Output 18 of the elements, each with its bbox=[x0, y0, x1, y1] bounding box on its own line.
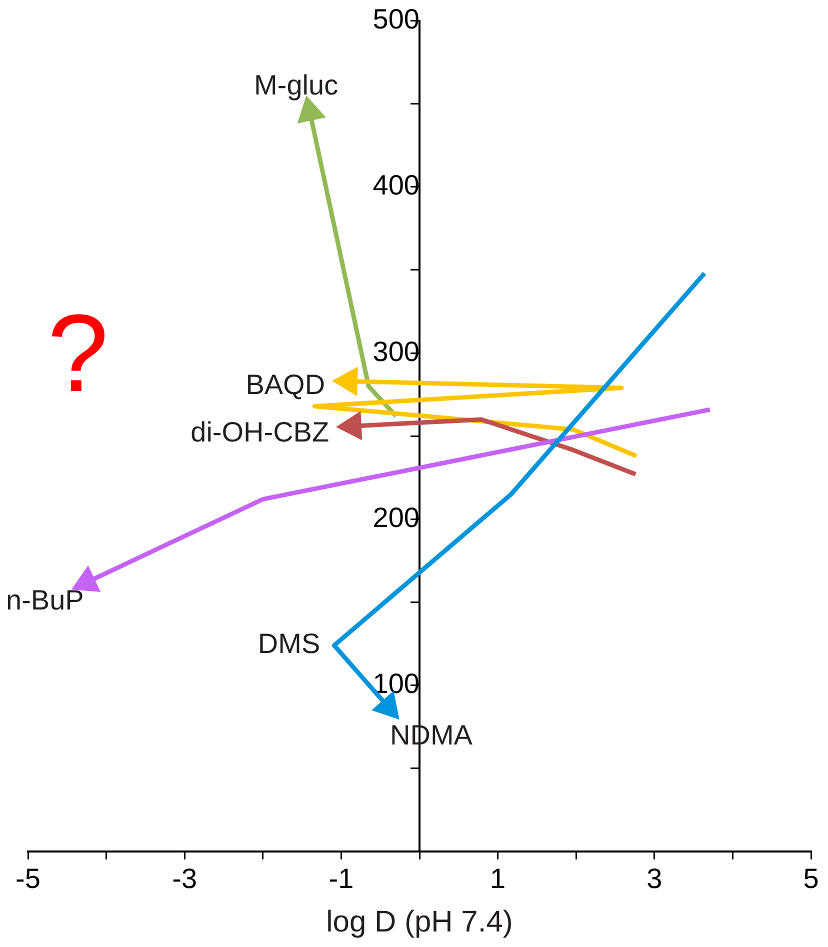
x-tick-label: 3 bbox=[646, 862, 662, 894]
y-tick-label: 300 bbox=[372, 336, 420, 367]
x-tick-label: 5 bbox=[803, 862, 819, 894]
x-tick-label: -5 bbox=[16, 862, 40, 894]
x-tick-label: -3 bbox=[172, 862, 198, 894]
series-label: n-BuP bbox=[6, 584, 84, 616]
series-label: M-gluc bbox=[254, 70, 338, 101]
series-label: BAQD bbox=[246, 369, 326, 400]
y-tick-label: 200 bbox=[372, 502, 420, 533]
x-tick-label: 1 bbox=[490, 862, 506, 894]
x-axis-title: log D (pH 7.4) bbox=[326, 905, 513, 938]
annotation: DMS bbox=[258, 628, 320, 660]
y-tick-label: 400 bbox=[372, 170, 420, 201]
series-label: di-OH-CBZ bbox=[190, 416, 330, 448]
annotation: ? bbox=[47, 292, 109, 416]
y-tick-label: 100 bbox=[372, 668, 420, 699]
y-tick-label: 500 bbox=[372, 4, 420, 35]
x-tick-label: -1 bbox=[328, 862, 354, 894]
